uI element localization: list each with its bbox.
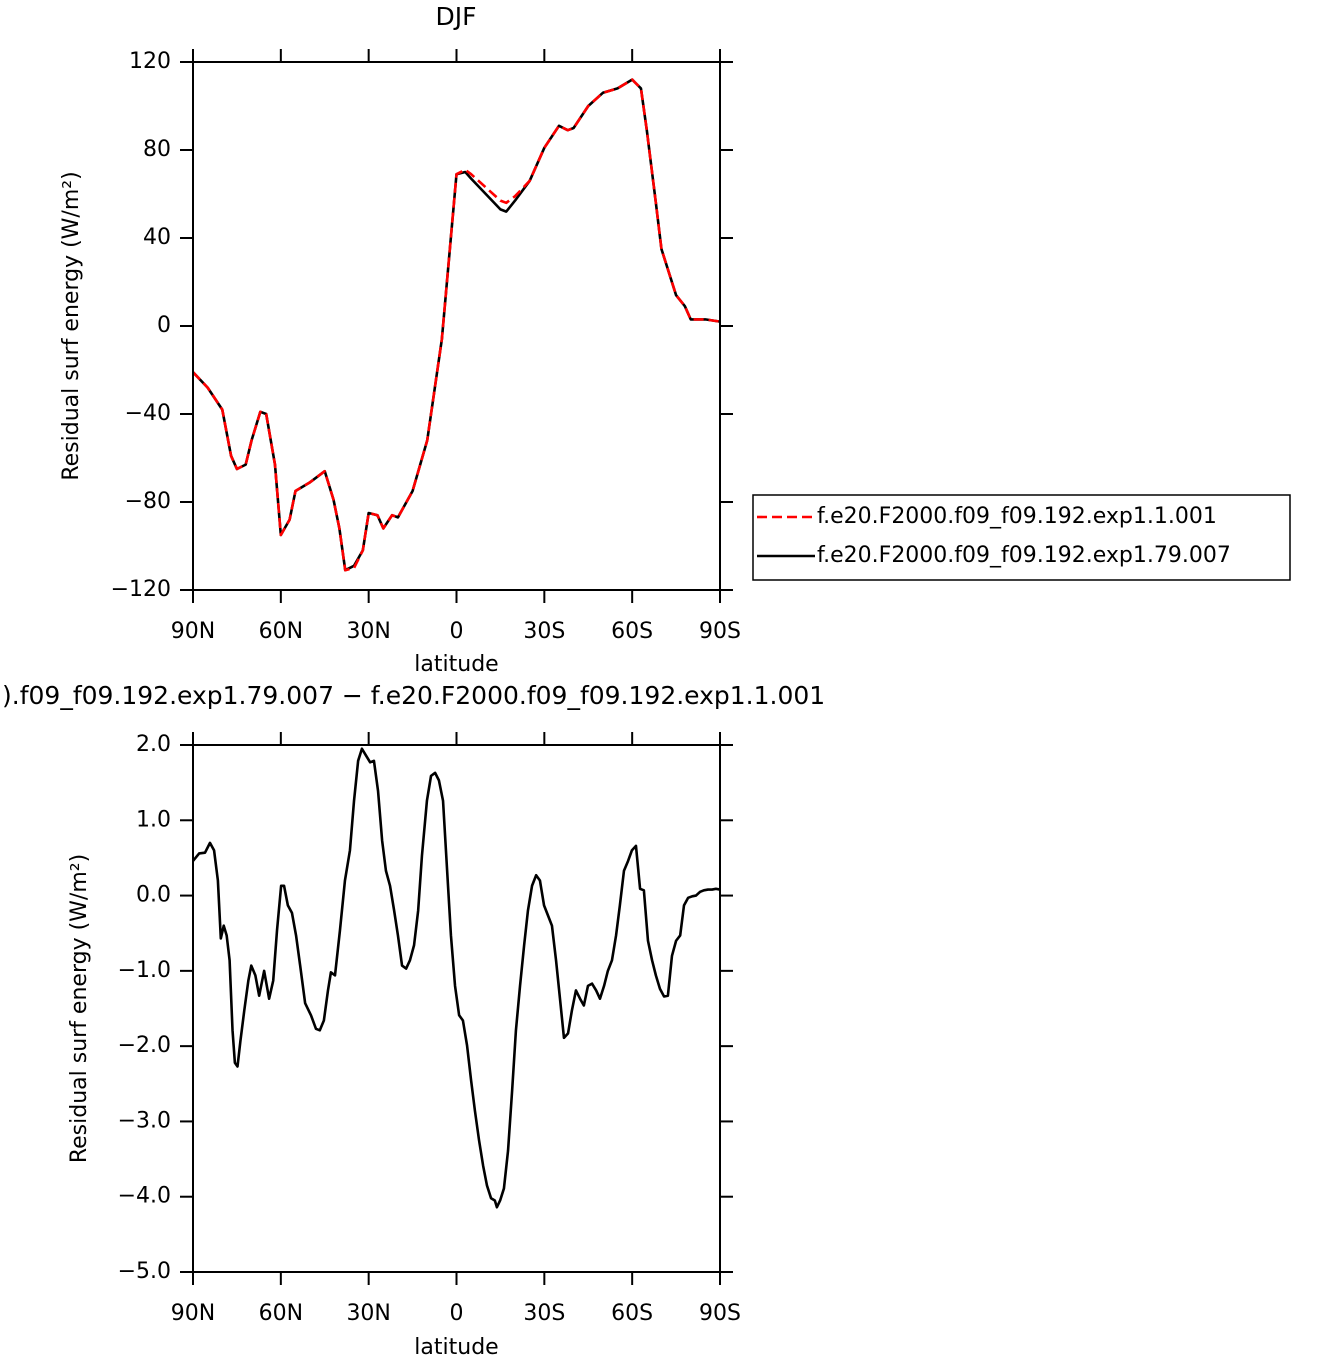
x-tick-label: 60N — [259, 1301, 303, 1326]
plot-frame — [192, 744, 721, 1273]
x-tick-label: 60S — [611, 1301, 653, 1326]
y-axis-label: Residual surf energy (W/m²) — [59, 171, 84, 480]
data-line — [192, 78, 721, 572]
y-axis-label: Residual surf energy (W/m²) — [67, 854, 92, 1163]
legend-label: f.e20.F2000.f09_f09.192.exp1.79.007 — [817, 543, 1231, 568]
y-tick-label: 40 — [143, 225, 171, 250]
y-tick-label: −5.0 — [118, 1259, 171, 1284]
y-tick-label: −2.0 — [118, 1033, 171, 1058]
chart-title: ).f09_f09.192.exp1.79.007 − f.e20.F2000.… — [2, 681, 825, 710]
x-tick-label: 30N — [346, 1301, 390, 1326]
y-tick-label: −40 — [125, 401, 171, 426]
legend-label: f.e20.F2000.f09_f09.192.exp1.1.001 — [817, 504, 1217, 529]
x-tick-label: 60N — [259, 619, 303, 644]
x-tick-label: 90N — [171, 1301, 215, 1326]
y-tick-label: −80 — [125, 489, 171, 514]
chart-title: DJF — [435, 2, 476, 31]
x-tick-label: 0 — [450, 1301, 464, 1326]
plot-frame — [192, 61, 721, 591]
y-tick-label: 2.0 — [136, 732, 171, 757]
y-tick-label: −3.0 — [118, 1108, 171, 1133]
x-axis-label: latitude — [414, 1335, 498, 1360]
x-tick-label: 0 — [450, 619, 464, 644]
y-tick-label: −1.0 — [118, 958, 171, 983]
y-tick-label: 1.0 — [136, 807, 171, 832]
y-tick-label: 120 — [129, 49, 171, 74]
x-axis-label: latitude — [414, 652, 498, 677]
data-line — [192, 78, 721, 572]
y-tick-label: −120 — [111, 577, 171, 602]
x-tick-label: 30S — [523, 1301, 565, 1326]
data-line — [191, 747, 721, 1209]
x-tick-label: 90S — [699, 619, 741, 644]
x-tick-label: 60S — [611, 619, 653, 644]
y-tick-label: 0 — [157, 313, 171, 338]
x-tick-label: 90N — [171, 619, 215, 644]
y-tick-label: −4.0 — [118, 1184, 171, 1209]
x-tick-label: 30S — [523, 619, 565, 644]
x-tick-label: 90S — [699, 1301, 741, 1326]
x-tick-label: 30N — [346, 619, 390, 644]
y-tick-label: 80 — [143, 137, 171, 162]
y-tick-label: 0.0 — [136, 883, 171, 908]
legend-box — [752, 494, 1291, 581]
